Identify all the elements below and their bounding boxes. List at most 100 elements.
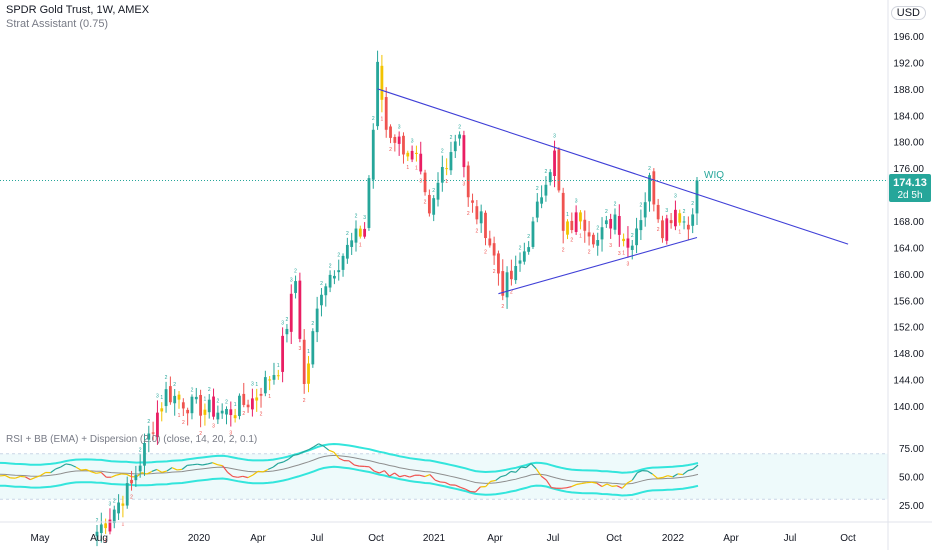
time-tick-label: Oct — [840, 533, 856, 544]
strat-label: 3 — [575, 198, 578, 204]
strat-label: 2 — [657, 227, 660, 233]
strat-label: 2 — [519, 245, 522, 251]
candle — [368, 175, 371, 231]
price-tick-label: 148.00 — [893, 349, 924, 360]
strat-label: 2 — [631, 233, 634, 239]
strat-label: 2 — [216, 399, 219, 405]
price-tick-label: 184.00 — [893, 111, 924, 122]
strat-label: 1 — [566, 212, 569, 218]
strat-label: 2 — [562, 247, 565, 253]
strat-label: 2 — [113, 499, 116, 505]
strat-label: 2 — [355, 213, 358, 219]
strat-label: 2 — [191, 387, 194, 393]
strat-label: 2 — [311, 321, 314, 327]
price-axis[interactable]: 140.00144.00148.00152.00156.00160.00164.… — [893, 32, 924, 413]
wiq-annotation: WIQ — [704, 170, 724, 181]
strat-label: 3 — [212, 424, 215, 430]
candle — [557, 147, 560, 192]
strat-label: 2 — [475, 228, 478, 234]
time-tick-label: Apr — [250, 533, 266, 544]
strat-label: 3 — [627, 262, 630, 268]
rsi-tick-label: 50.00 — [899, 473, 924, 484]
strat-label: 3 — [553, 134, 556, 140]
strat-label: 2 — [165, 375, 168, 381]
time-tick-label: Oct — [606, 533, 622, 544]
strat-label: 1 — [234, 402, 237, 408]
strat-label: 2 — [389, 147, 392, 153]
strat-label: 1 — [678, 230, 681, 236]
rsi-axis[interactable]: 25.00 50.00 75.00 — [899, 444, 924, 512]
rsi-segment — [66, 464, 71, 465]
candle — [311, 328, 314, 368]
candle — [238, 393, 241, 419]
strat-label: 2 — [303, 398, 306, 404]
strat-label: 1 — [255, 382, 258, 388]
candle — [532, 217, 535, 249]
strat-label: 2 — [320, 281, 323, 287]
strat-label: 3 — [109, 501, 112, 507]
strat-label: 1 — [359, 243, 362, 249]
strat-label: 1 — [307, 349, 310, 355]
rsi-segment — [440, 482, 445, 483]
strat-label: 2 — [639, 203, 642, 209]
strat-label: 1 — [622, 250, 625, 256]
strat-label: 2 — [286, 317, 289, 323]
currency-button[interactable]: USD — [891, 6, 926, 20]
rsi-panel-label: RSI + BB (EMA) + Dispersion (2.0) (close… — [6, 434, 257, 445]
strat-label: 1 — [268, 394, 271, 400]
rsi-segment — [187, 465, 192, 466]
symbol-title[interactable]: SPDR Gold Trust, 1W, AMEX — [6, 4, 149, 17]
strat-label: 2 — [225, 399, 228, 405]
time-tick-label: May — [31, 533, 50, 544]
time-tick-label: Apr — [487, 533, 503, 544]
indicator-label[interactable]: Strat Assistant (0.75) — [6, 18, 108, 31]
strat-label: 2 — [527, 234, 530, 240]
time-tick-label: Jul — [547, 533, 560, 544]
strat-label: 3 — [281, 320, 284, 326]
strat-label: 2 — [242, 411, 245, 417]
price-badge-value: 174.13 — [893, 177, 927, 189]
strat-label: 2 — [493, 269, 496, 275]
rsi-segment — [521, 467, 526, 468]
price-tick-label: 164.00 — [893, 243, 924, 254]
time-tick-label: Apr — [723, 533, 739, 544]
rsi-segment — [81, 469, 86, 470]
rsi-tick-label: 25.00 — [899, 501, 924, 512]
strat-label: 3 — [363, 215, 366, 221]
time-tick-label: Jul — [784, 533, 797, 544]
strat-label: 2 — [605, 209, 608, 215]
price-tick-label: 144.00 — [893, 376, 924, 387]
price-tick-label: 156.00 — [893, 296, 924, 307]
rsi-segment — [0, 475, 5, 476]
price-tick-label: 180.00 — [893, 138, 924, 149]
strat-label: 2 — [372, 116, 375, 122]
rsi-segment — [678, 474, 683, 475]
strat-label: 2 — [96, 518, 99, 524]
strat-label: 2 — [208, 387, 211, 393]
price-tick-label: 192.00 — [893, 58, 924, 69]
strat-label: 2 — [441, 149, 444, 155]
rsi-segment — [658, 478, 663, 479]
time-tick-label: Jul — [311, 533, 324, 544]
strat-label: 2 — [545, 169, 548, 175]
strat-label: 2 — [588, 249, 591, 255]
strat-label: 2 — [182, 420, 185, 426]
strat-label: 3 — [665, 208, 668, 214]
strat-label: 3 — [609, 243, 612, 249]
rsi-tick-label: 75.00 — [899, 444, 924, 455]
strat-label: 2 — [260, 412, 263, 418]
strat-label: 1 — [579, 233, 582, 239]
price-tick-label: 140.00 — [893, 402, 924, 413]
strat-label: 3 — [411, 139, 414, 145]
strat-label: 2 — [424, 200, 427, 206]
candle — [424, 170, 427, 196]
candle — [376, 51, 379, 130]
strat-label: 2 — [450, 135, 453, 141]
strat-label: 2 — [130, 495, 133, 501]
candle — [372, 123, 375, 189]
strat-label: 2 — [173, 382, 176, 388]
strat-label: 1 — [406, 165, 409, 171]
price-badge-countdown: 2d 5h — [897, 190, 922, 201]
